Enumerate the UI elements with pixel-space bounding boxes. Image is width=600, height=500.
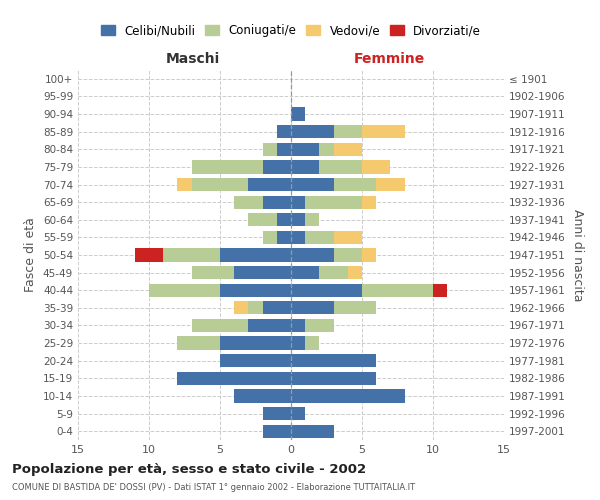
Bar xyxy=(291,424,334,438)
Bar xyxy=(263,142,277,156)
Y-axis label: Anni di nascita: Anni di nascita xyxy=(571,209,584,301)
Bar xyxy=(362,284,433,297)
Bar xyxy=(248,319,291,332)
Bar xyxy=(319,160,362,173)
Bar xyxy=(191,319,248,332)
Bar xyxy=(291,407,305,420)
Bar xyxy=(234,196,263,209)
Y-axis label: Fasce di età: Fasce di età xyxy=(25,218,37,292)
Bar xyxy=(291,266,319,279)
Bar xyxy=(376,178,404,191)
Bar xyxy=(334,301,376,314)
Bar xyxy=(291,336,305,349)
Bar xyxy=(334,178,376,191)
Bar xyxy=(305,231,334,244)
Text: Popolazione per età, sesso e stato civile - 2002: Popolazione per età, sesso e stato civil… xyxy=(12,462,366,475)
Bar xyxy=(291,125,334,138)
Bar xyxy=(291,108,305,120)
Bar xyxy=(305,336,319,349)
Text: Femmine: Femmine xyxy=(353,52,425,66)
Bar xyxy=(263,424,291,438)
Bar xyxy=(234,390,291,402)
Bar xyxy=(191,178,248,191)
Bar xyxy=(291,231,305,244)
Bar xyxy=(263,196,291,209)
Bar xyxy=(149,284,220,297)
Bar xyxy=(334,125,362,138)
Bar xyxy=(291,319,305,332)
Bar xyxy=(191,160,263,173)
Bar xyxy=(178,178,191,191)
Bar xyxy=(291,372,376,385)
Bar xyxy=(305,213,319,226)
Bar xyxy=(248,301,263,314)
Bar xyxy=(362,248,376,262)
Bar xyxy=(291,301,334,314)
Bar xyxy=(291,160,319,173)
Bar xyxy=(433,284,447,297)
Bar xyxy=(248,178,291,191)
Bar xyxy=(263,231,277,244)
Bar xyxy=(263,160,291,173)
Bar xyxy=(248,213,277,226)
Bar xyxy=(319,266,348,279)
Bar xyxy=(291,196,305,209)
Bar xyxy=(178,336,220,349)
Bar xyxy=(291,178,334,191)
Bar xyxy=(291,248,334,262)
Bar xyxy=(234,266,291,279)
Bar xyxy=(334,248,362,262)
Bar xyxy=(362,160,391,173)
Bar xyxy=(234,301,248,314)
Bar xyxy=(263,407,291,420)
Bar xyxy=(277,142,291,156)
Bar xyxy=(362,196,376,209)
Bar xyxy=(178,372,291,385)
Bar xyxy=(305,319,334,332)
Bar xyxy=(220,354,291,368)
Bar xyxy=(277,125,291,138)
Bar xyxy=(277,231,291,244)
Bar xyxy=(291,354,376,368)
Bar xyxy=(191,266,234,279)
Bar xyxy=(291,390,404,402)
Bar xyxy=(220,336,291,349)
Legend: Celibi/Nubili, Coniugati/e, Vedovi/e, Divorziati/e: Celibi/Nubili, Coniugati/e, Vedovi/e, Di… xyxy=(101,24,481,37)
Bar xyxy=(220,248,291,262)
Bar xyxy=(220,284,291,297)
Bar xyxy=(291,213,305,226)
Bar xyxy=(291,142,319,156)
Text: COMUNE DI BASTIDA DE' DOSSI (PV) - Dati ISTAT 1° gennaio 2002 - Elaborazione TUT: COMUNE DI BASTIDA DE' DOSSI (PV) - Dati … xyxy=(12,484,415,492)
Bar xyxy=(334,231,362,244)
Bar xyxy=(135,248,163,262)
Bar xyxy=(348,266,362,279)
Bar xyxy=(291,284,362,297)
Bar xyxy=(277,213,291,226)
Bar xyxy=(263,301,291,314)
Bar xyxy=(163,248,220,262)
Text: Maschi: Maschi xyxy=(166,52,220,66)
Bar xyxy=(319,142,334,156)
Bar xyxy=(305,196,362,209)
Bar xyxy=(334,142,362,156)
Bar xyxy=(362,125,404,138)
